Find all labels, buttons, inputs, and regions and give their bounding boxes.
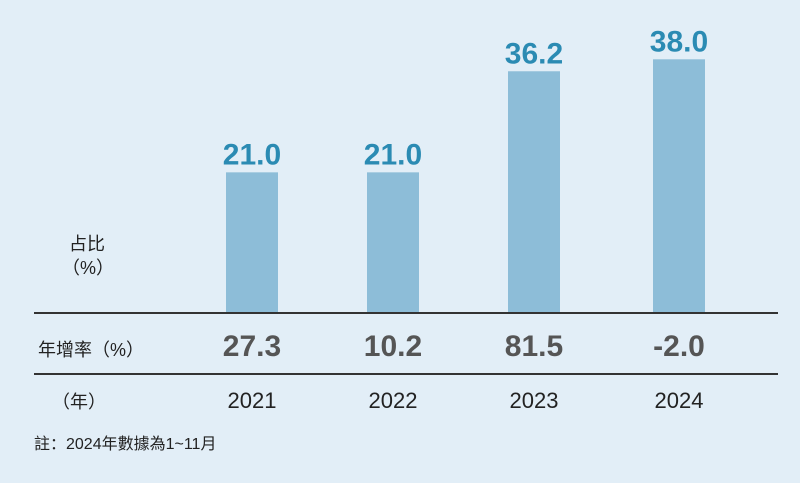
bar-2021	[226, 172, 278, 312]
year-tick-2023: 2023	[510, 388, 559, 413]
row-divider	[34, 373, 778, 375]
y-axis-label: 占比 （%）	[62, 232, 115, 280]
value-label-2023: 36.2	[505, 37, 563, 70]
growth-rate-label: 年增率（%）	[38, 340, 145, 360]
bar-2023	[508, 71, 560, 313]
value-label-2024: 38.0	[650, 25, 708, 58]
footnote: 註：2024年數據為1~11月	[34, 436, 217, 453]
value-label-2022: 21.0	[364, 138, 422, 171]
bar-2022	[367, 172, 419, 312]
y-axis-label-line2: （%）	[62, 258, 115, 278]
y-axis-label-line1: 占比	[69, 234, 105, 254]
growth-value-2024: -2.0	[653, 330, 705, 363]
bar-2024	[653, 59, 705, 312]
growth-value-2022: 10.2	[364, 330, 422, 363]
year-axis-label: （年）	[52, 392, 106, 412]
growth-value-2021: 27.3	[223, 330, 281, 363]
year-tick-2022: 2022	[369, 388, 418, 413]
growth-value-2023: 81.5	[505, 330, 563, 363]
value-label-2021: 21.0	[223, 138, 281, 171]
year-tick-2021: 2021	[228, 388, 277, 413]
year-tick-2024: 2024	[655, 388, 704, 413]
baseline-divider	[34, 312, 778, 314]
